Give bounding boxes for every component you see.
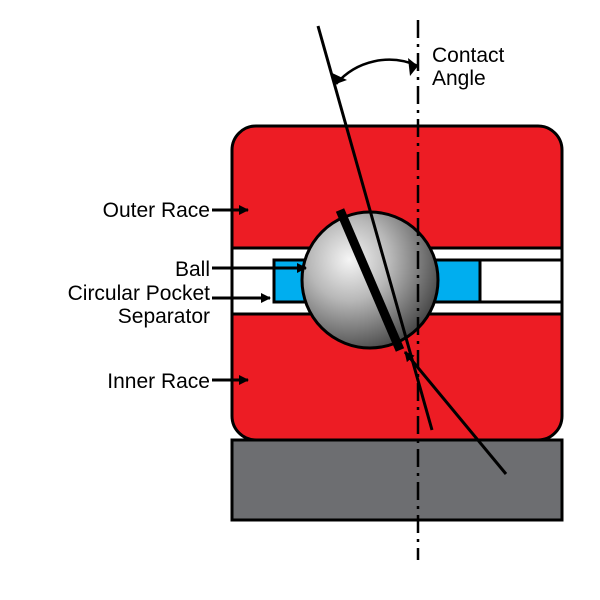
bearing-diagram bbox=[0, 0, 600, 600]
shaft bbox=[232, 440, 562, 520]
angle-arc bbox=[336, 60, 418, 84]
